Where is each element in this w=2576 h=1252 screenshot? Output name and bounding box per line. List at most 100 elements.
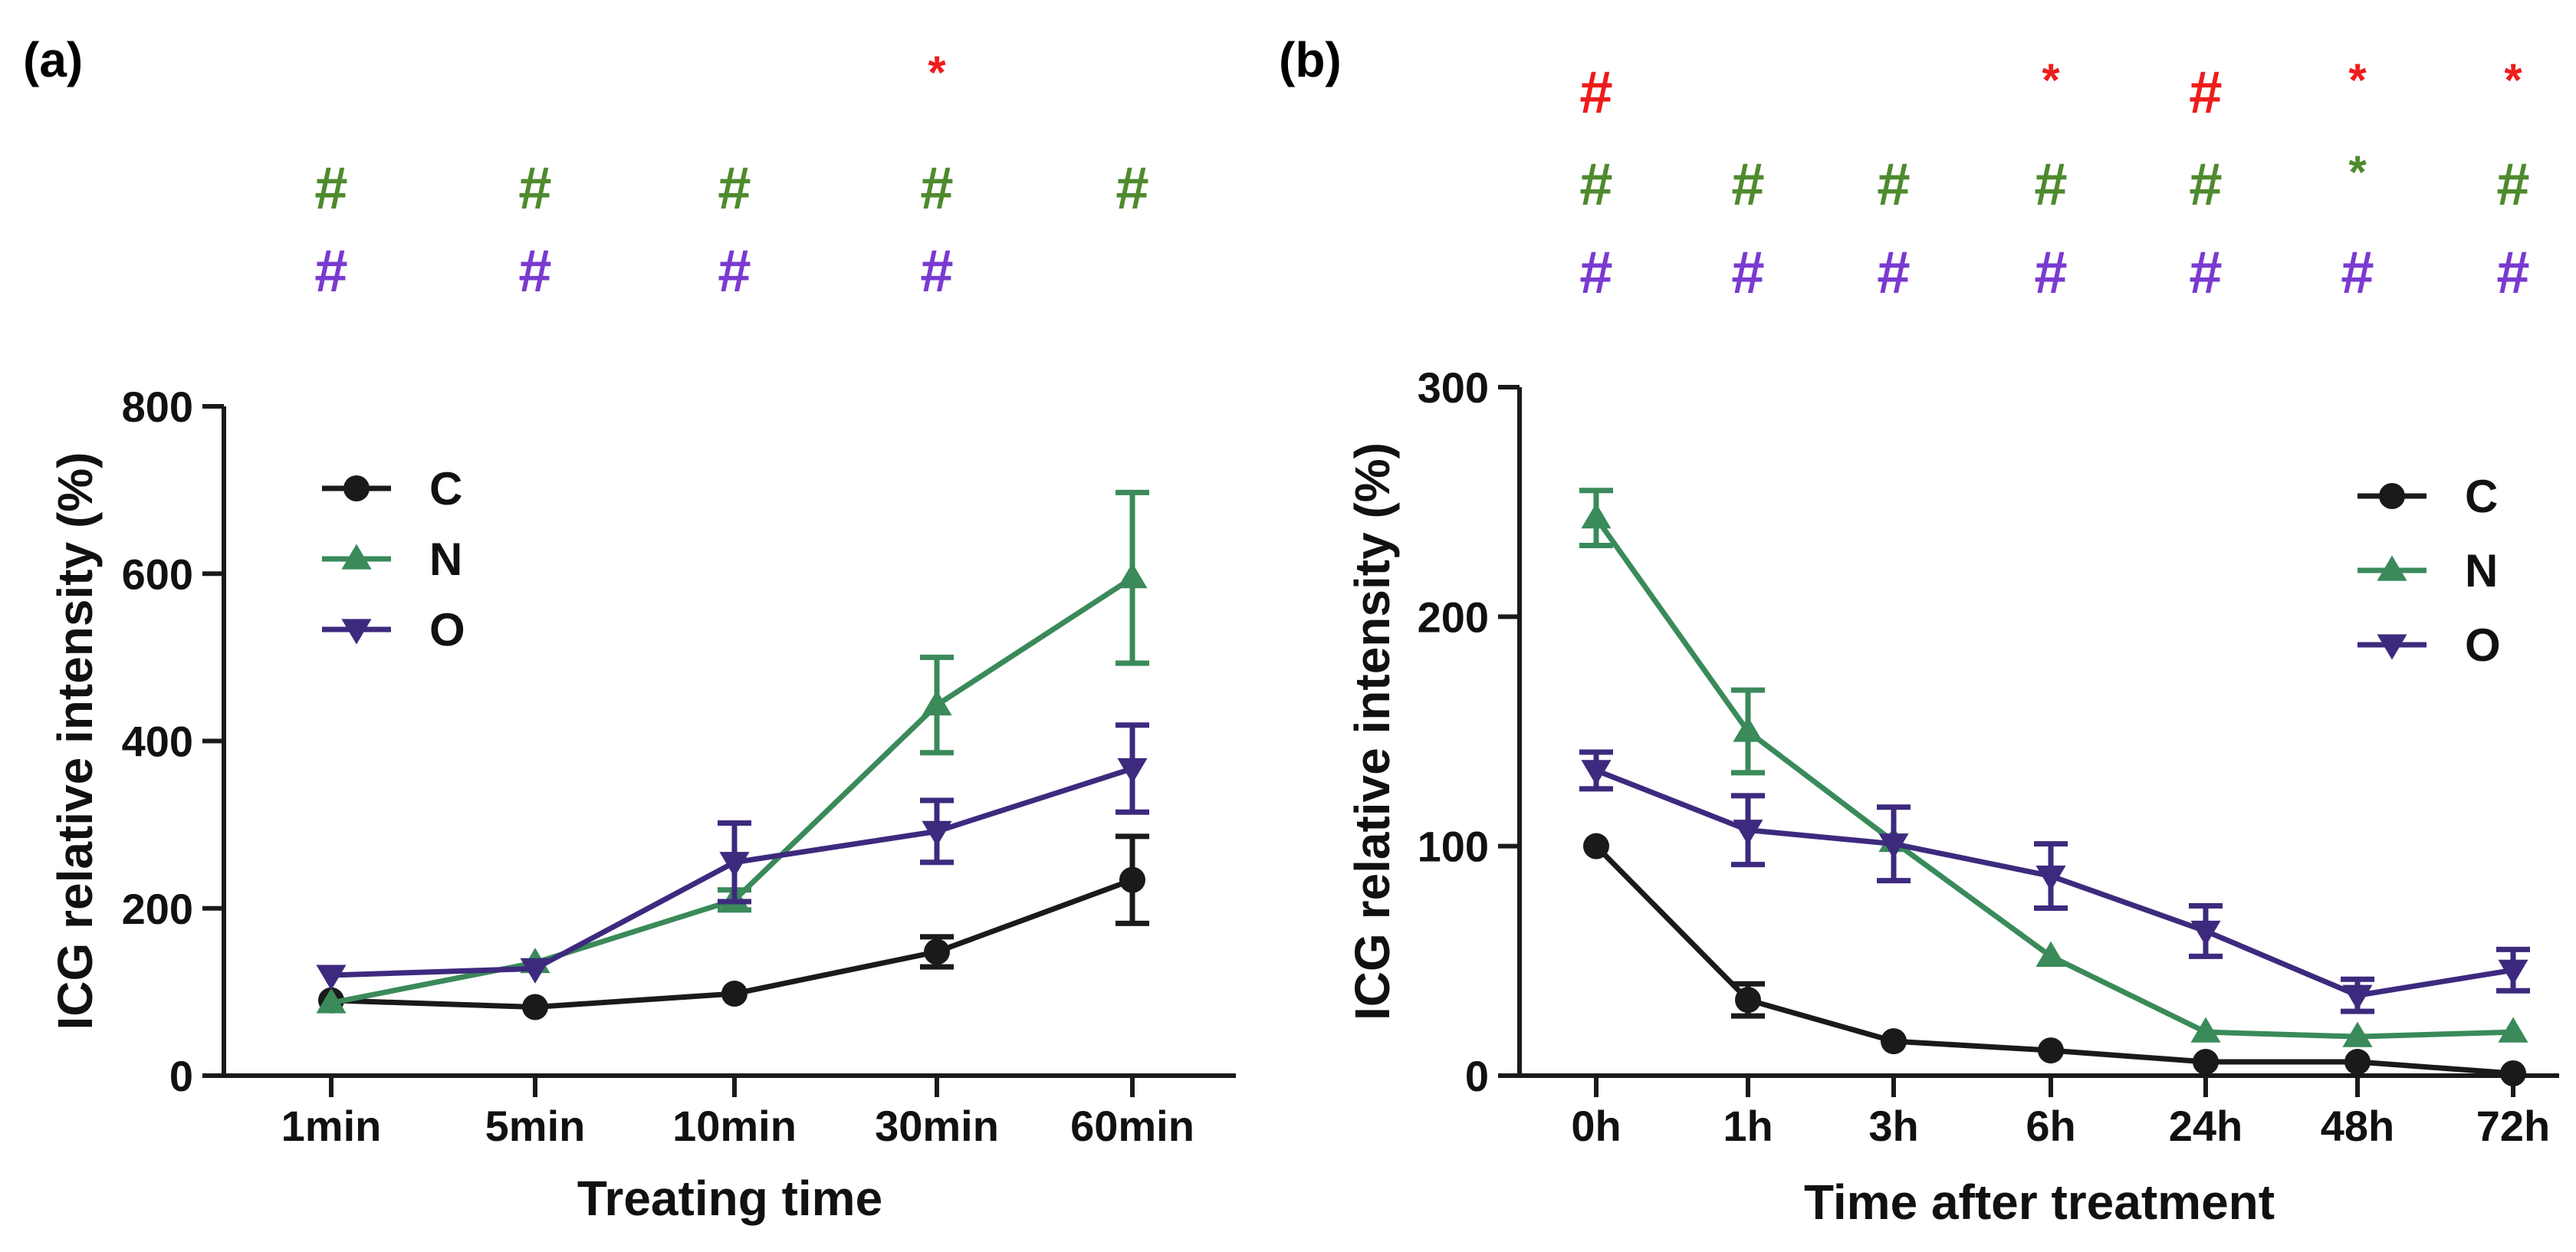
x-tick-label: 0h <box>1571 1102 1621 1150</box>
data-point <box>1117 563 1148 589</box>
significance-mark-green: # <box>2189 150 2222 218</box>
y-tick-label: 600 <box>122 550 193 598</box>
series-O <box>316 722 1149 991</box>
legend-label: C <box>429 463 462 514</box>
legend-marker <box>2377 555 2407 581</box>
data-point <box>522 994 548 1020</box>
y-tick-label: 0 <box>1465 1052 1489 1100</box>
legend-marker <box>343 475 370 501</box>
data-point <box>1581 503 1612 529</box>
x-tick-label: 1h <box>1723 1102 1773 1150</box>
significance-mark-purple: # <box>2341 238 2374 306</box>
data-point <box>1581 760 1612 786</box>
significance-mark-green: * <box>2348 146 2367 198</box>
y-tick-label: 400 <box>122 718 193 766</box>
significance-mark-purple: # <box>2189 238 2222 306</box>
panel-a: (a) 0 200 400 600 800 1min 5min 10min 30min 60min T… <box>23 32 1236 1226</box>
data-point <box>922 820 952 846</box>
legend-marker <box>2379 483 2405 509</box>
data-point <box>1878 833 1909 859</box>
legend-label: N <box>2465 545 2498 596</box>
legend-entry-N: N <box>2358 545 2498 596</box>
significance-mark-purple: # <box>314 237 347 304</box>
significance-mark-green: # <box>1579 150 1612 218</box>
x-tick-label: 1min <box>281 1102 382 1150</box>
legend-entry-O: O <box>322 604 465 656</box>
legend-entry-O: O <box>2358 619 2501 671</box>
x-tick-label: 10min <box>672 1102 797 1150</box>
legend-marker <box>2377 634 2407 660</box>
data-point <box>520 958 550 984</box>
legend-label: O <box>2465 619 2501 671</box>
legend-entry-C: C <box>2358 471 2498 522</box>
data-point <box>2193 1049 2219 1076</box>
legend-marker <box>341 619 372 645</box>
x-tick-label: 60min <box>1070 1102 1194 1150</box>
data-point <box>1119 866 1145 893</box>
data-point <box>2036 941 2066 967</box>
data-point <box>316 987 347 1014</box>
data-point <box>1735 987 1761 1014</box>
data-point <box>2342 1021 2373 1047</box>
data-point <box>1117 757 1148 784</box>
data-point <box>1733 716 1763 742</box>
significance-mark-purple: # <box>2496 238 2529 306</box>
significance-mark-green: # <box>1731 150 1764 218</box>
x-axis-label: Time after treatment <box>1804 1175 2275 1230</box>
series-C <box>318 833 1149 1020</box>
data-point <box>721 981 748 1007</box>
legend-label: O <box>429 604 465 656</box>
significance-mark-purple: # <box>2034 238 2067 306</box>
x-tick-label: 3h <box>1868 1102 1918 1150</box>
data-point <box>2498 959 2528 985</box>
x-tick-label: 6h <box>2026 1102 2075 1150</box>
significance-mark-green: # <box>920 154 953 222</box>
data-point <box>1881 1028 1907 1055</box>
significance-mark-green: # <box>518 154 551 222</box>
data-point <box>1583 833 1609 859</box>
data-point <box>922 690 952 716</box>
significance-mark-green: # <box>2034 150 2067 218</box>
data-point <box>2190 920 2221 946</box>
panel-label: (a) <box>23 32 83 87</box>
data-point <box>2036 865 2066 892</box>
x-tick-label: 48h <box>2321 1102 2395 1150</box>
data-point <box>2342 984 2373 1010</box>
series-O <box>1579 749 2530 1014</box>
significance-mark-green: # <box>314 154 347 222</box>
significance-mark-red: * <box>2504 54 2522 106</box>
significance-mark-green: # <box>1116 154 1148 222</box>
x-tick-label: 30min <box>875 1102 999 1150</box>
y-tick-label: 0 <box>169 1052 193 1100</box>
significance-mark-purple: # <box>718 237 751 304</box>
data-point <box>2038 1037 2064 1064</box>
x-axis-label: Treating time <box>577 1171 882 1226</box>
y-axis-label: ICG relative intensity (%) <box>1345 442 1400 1020</box>
y-tick-label: 300 <box>1418 363 1489 412</box>
significance-mark-red: # <box>1579 58 1612 126</box>
y-tick-label: 200 <box>1418 593 1489 641</box>
legend-entry-C: C <box>322 463 462 514</box>
significance-mark-red: * <box>2348 54 2367 106</box>
data-point <box>1733 820 1763 846</box>
data-point <box>924 938 950 965</box>
legend-entry-N: N <box>322 534 462 585</box>
y-tick-label: 800 <box>122 383 193 431</box>
significance-mark-purple: # <box>518 237 551 304</box>
significance-mark-purple: # <box>1877 238 1910 306</box>
significance-mark-purple: # <box>920 237 953 304</box>
significance-mark-green: # <box>2496 150 2529 218</box>
significance-mark-red: * <box>928 47 946 98</box>
legend-label: N <box>429 534 462 585</box>
significance-mark-red: # <box>2189 58 2222 126</box>
data-point <box>2500 1060 2526 1087</box>
x-tick-label: 72h <box>2476 1102 2551 1150</box>
legend-marker <box>341 544 372 570</box>
panel-label: (b) <box>1279 32 1342 87</box>
y-tick-label: 200 <box>122 885 193 933</box>
significance-mark-purple: # <box>1579 238 1612 306</box>
x-tick-label: 24h <box>2169 1102 2243 1150</box>
panel-b: (b) 0 100 200 300 0h 1h 3h 6h 24h 48h 72h Time after… <box>1279 32 2559 1230</box>
legend-label: C <box>2465 471 2498 522</box>
